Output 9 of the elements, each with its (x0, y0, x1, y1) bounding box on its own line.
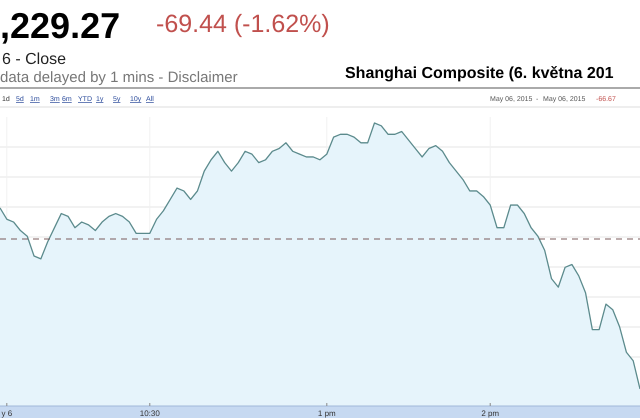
x-tick-label: 2 pm (481, 409, 500, 418)
x-tick-label: 1 pm (318, 409, 336, 418)
x-tick-label: y 6 (1, 409, 13, 418)
text: 6 - Close (2, 51, 66, 68)
text: data delayed by 1 mins - Disclaimer (0, 69, 238, 86)
text: -69.44 (-1.62%) (156, 10, 330, 38)
chart-title: Shanghai Composite (6. května 201 (345, 65, 614, 82)
x-tick-label: 10:30 (140, 409, 160, 418)
text: ,229.27 (0, 5, 120, 46)
